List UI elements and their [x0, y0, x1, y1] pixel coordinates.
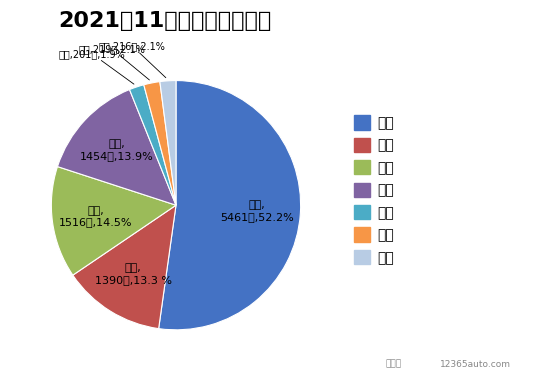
Wedge shape — [73, 205, 176, 329]
Text: 法系,201宗,1.9%: 法系,201宗,1.9% — [59, 49, 134, 84]
Text: 德系,
1454宗,13.9%: 德系, 1454宗,13.9% — [80, 139, 153, 161]
Wedge shape — [160, 81, 176, 205]
Text: 自主,
5461宗,52.2%: 自主, 5461宗,52.2% — [220, 200, 294, 222]
Wedge shape — [144, 82, 176, 205]
Text: 美系,
1390宗,13.3 %: 美系, 1390宗,13.3 % — [95, 263, 172, 285]
Wedge shape — [129, 85, 176, 205]
Text: 2021年11月国别投诉比例图: 2021年11月国别投诉比例图 — [58, 11, 272, 32]
Text: 韩系,219宗,2.1%: 韩系,219宗,2.1% — [78, 44, 150, 80]
Text: 车质网: 车质网 — [385, 359, 401, 369]
Text: 日系,
1516宗,14.5%: 日系, 1516宗,14.5% — [59, 206, 133, 227]
Text: 12365auto.com: 12365auto.com — [440, 359, 511, 369]
Wedge shape — [158, 81, 301, 330]
Wedge shape — [58, 90, 176, 205]
Legend: 自主, 美系, 日系, 德系, 法系, 韩系, 欧系: 自主, 美系, 日系, 德系, 法系, 韩系, 欧系 — [348, 110, 399, 270]
Wedge shape — [51, 166, 176, 275]
Text: 欧系,216宗,2.1%: 欧系,216宗,2.1% — [99, 41, 166, 78]
